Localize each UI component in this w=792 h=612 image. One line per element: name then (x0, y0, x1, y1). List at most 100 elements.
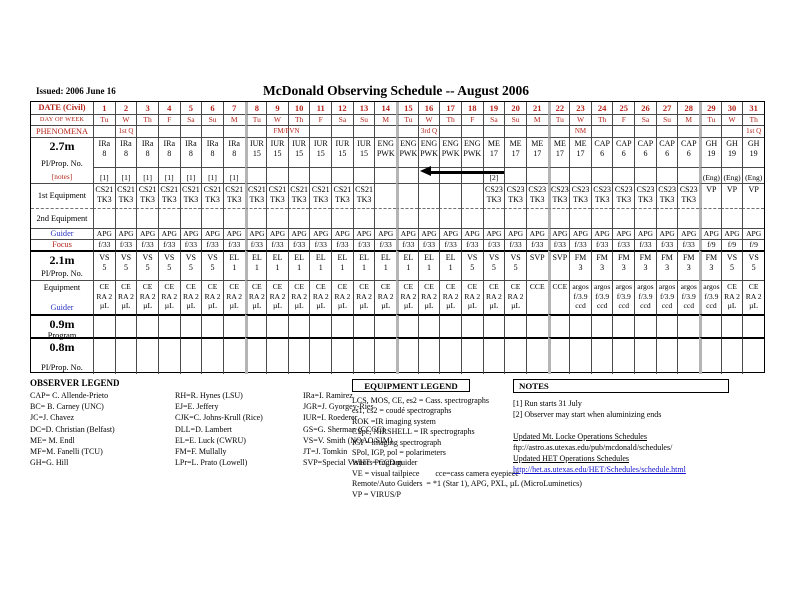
cell-equip1-day-8: CS21 TK3 (244, 183, 267, 208)
cell-text: 23 (576, 102, 585, 113)
cell-text: CE RA 2 µL (464, 282, 481, 311)
cell-text: argos f/3.9 ccd (637, 282, 654, 311)
cell-text: APG (507, 229, 524, 239)
cell-equip2-day-29 (699, 208, 721, 228)
cell-focus27-day-4: f/33 (157, 239, 180, 250)
cell-dow-day-18: F (460, 114, 483, 125)
cell-m27_notes-day-1: [1] (93, 167, 115, 183)
cell-guider27-day-23: APG (569, 228, 591, 239)
cell-equip2-day-13 (352, 208, 375, 228)
cell-guider27-day-17: APG (439, 228, 461, 239)
cell-phen-day-13 (352, 125, 375, 137)
cell-phen-day-22 (547, 125, 570, 137)
cell-m21_eq-day-2: CE RA 2 µL (114, 280, 137, 314)
cell-dow-day-1: Tu (93, 114, 115, 125)
cell-text: CS21 TK3 (333, 185, 352, 205)
cell-text: 1st Q (118, 127, 134, 136)
cell-text: W (728, 115, 736, 125)
cell-phen-day-28 (677, 125, 700, 137)
cell-m09-day-15 (396, 314, 418, 337)
cell-m21_pi-day-26: FM 3 (634, 250, 656, 280)
cell-text: IUR 15 (249, 139, 264, 159)
cell-text: VS 5 (164, 253, 175, 273)
row-label-text: PI/Prop. No. (41, 362, 83, 372)
cell-text: f/33 (357, 240, 371, 250)
cell-text: 1st Q (746, 127, 762, 136)
cell-m08-day-24 (590, 337, 613, 374)
cell-text: CE RA 2 µL (204, 282, 221, 311)
cell-m27_pi-day-17: ENG PWK (439, 137, 461, 167)
cell-date-day-13: 13 (352, 102, 375, 114)
cell-m21_pi-day-25: FM 3 (612, 250, 635, 280)
cell-text: f/33 (141, 240, 154, 250)
cell-text: [1] (208, 172, 217, 182)
cell-equip1-day-18 (460, 183, 483, 208)
cell-m09-day-26 (634, 314, 656, 337)
cell-date-day-26: 26 (634, 102, 656, 114)
observer-legend: OBSERVER LEGEND CAP= C. Allende-Prieto BC… (30, 378, 402, 474)
cell-text: f/33 (206, 240, 219, 250)
cell-focus27-day-10: f/33 (287, 239, 310, 250)
cell-guider27-day-8: APG (244, 228, 267, 239)
cell-focus27-day-27: f/33 (655, 239, 678, 250)
cell-m21_eq-day-27: argos f/3.9 ccd (655, 280, 678, 314)
cell-m27_pi-day-9: IUR 15 (266, 137, 288, 167)
cell-m09-day-1 (93, 314, 115, 337)
cell-text: APG (421, 229, 437, 239)
row-label-text: Focus (52, 240, 72, 250)
cell-m08-day-10 (287, 337, 310, 374)
cell-focus27-day-2: f/33 (114, 239, 137, 250)
cell-text: VS 5 (185, 253, 197, 273)
cell-text: APG (464, 229, 480, 239)
cell-equip2-day-3 (136, 208, 158, 228)
cell-m09-day-22 (547, 314, 570, 337)
cell-phen-day-2: 1st Q (114, 125, 137, 137)
cell-m09-day-27 (655, 314, 678, 337)
cell-focus27-day-19: f/33 (482, 239, 505, 250)
cell-m09-day-28 (677, 314, 700, 337)
cell-m27_pi-day-4: IRa 8 (157, 137, 180, 167)
cell-text: M (382, 115, 390, 125)
cell-m27_pi-day-8: IUR 15 (244, 137, 267, 167)
cell-text: GH 19 (726, 139, 738, 159)
cell-text: CE RA 2 µL (291, 282, 308, 311)
observer-legend-entry: SVP=Special Visitors Program (303, 458, 402, 468)
cell-m08-day-23 (569, 337, 591, 374)
cell-guider27-day-15: APG (396, 228, 418, 239)
cell-m21_pi-day-15: EL 1 (396, 250, 418, 280)
cell-text: 28 (684, 102, 693, 113)
left-arrow-shaft (430, 170, 504, 174)
cell-guider27-day-6: APG (201, 228, 223, 239)
equipment-legend-entry: cs1, cs2 = coudé spectrographs (352, 406, 452, 416)
equipment-legend-entry: WHT = CCD guider (352, 458, 418, 468)
cell-text: CS21 TK3 (160, 185, 179, 205)
cell-equip2-day-23 (569, 208, 591, 228)
cell-text: CE RA 2 µL (161, 282, 178, 311)
cell-guider27-day-16: APG (417, 228, 440, 239)
cell-focus27-day-17: f/33 (439, 239, 461, 250)
cell-dow-day-22: Tu (547, 114, 570, 125)
cell-text: APG (443, 229, 459, 239)
cell-equip1-day-13: CS21 TK3 (352, 183, 375, 208)
cell-m21_eq-day-4: CE RA 2 µL (157, 280, 180, 314)
cell-text: CS21 TK3 (355, 185, 373, 205)
cell-m08-day-3 (136, 337, 158, 374)
cell-text: CE RA 2 µL (118, 282, 134, 311)
cell-text: ENG PWK (376, 139, 395, 159)
observer-legend-entry: DC=D. Christian (Belfast) (30, 424, 115, 434)
het-schedule-link[interactable]: http://het.as.utexas.edu/HET/Schedules/s… (513, 465, 686, 474)
cell-text: CE RA 2 µL (248, 282, 265, 311)
cell-focus27-day-5: f/33 (179, 239, 202, 250)
cell-guider27-day-28: APG (677, 228, 700, 239)
observer-legend-entry: ME= M. Endl (30, 435, 75, 445)
cell-guider27-day-13: APG (352, 228, 375, 239)
cell-text: SVP (552, 253, 568, 262)
cell-m21_eq-day-13: CE RA 2 µL (352, 280, 375, 314)
cell-text: f/33 (293, 240, 306, 250)
cell-text: CE RA 2 µL (377, 282, 394, 311)
cell-m21_eq-day-12: CE RA 2 µL (331, 280, 353, 314)
cell-text: CS21 TK3 (311, 185, 330, 205)
cell-m08-day-15 (396, 337, 418, 374)
cell-dow-day-5: Sa (179, 114, 202, 125)
cell-m21_eq-day-23: argos f/3.9 ccd (569, 280, 591, 314)
